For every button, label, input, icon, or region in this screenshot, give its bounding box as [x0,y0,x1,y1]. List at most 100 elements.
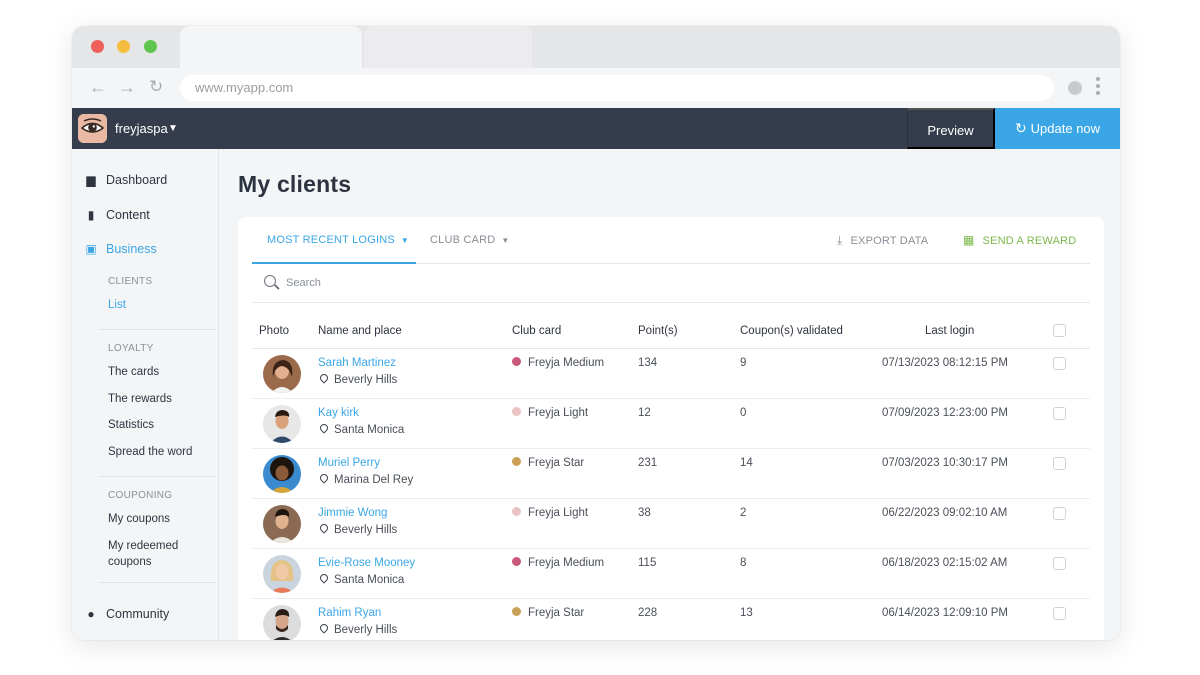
column-header-club-card[interactable]: Club card [512,325,562,337]
refresh-icon: ↻ [1014,120,1027,136]
browser-menu-icon[interactable] [1094,77,1102,99]
table-row[interactable]: Muriel Perry Marina Del Rey Freyja Star … [252,449,1090,499]
column-header-points[interactable]: Point(s) [638,325,678,337]
row-checkbox[interactable] [1053,607,1066,620]
chevron-down-icon[interactable]: ▼ [168,123,178,134]
sidebar-item-label: Dashboard [106,173,168,187]
row-checkbox[interactable] [1053,557,1066,570]
last-login-value: 06/18/2023 02:15:02 AM [882,557,1008,569]
account-name[interactable]: freyjaspa [115,121,168,136]
maximize-window-button[interactable] [144,40,157,53]
last-login-value: 06/22/2023 09:02:10 AM [882,507,1008,519]
client-name[interactable]: Kay kirk [318,407,359,419]
sidebar-item-statistics[interactable]: Statistics [108,419,155,431]
download-icon: ⤓ [837,233,843,247]
back-arrow-icon[interactable]: ← [89,77,107,97]
club-card-label: Freyja Star [528,607,585,619]
close-window-button[interactable] [91,40,104,53]
row-checkbox[interactable] [1053,357,1066,370]
table-header: Photo Name and place Club card Point(s) … [252,303,1090,349]
tab-club-card[interactable]: CLUB CARD ▼ [430,217,510,264]
table-row[interactable]: Rahim Ryan Beverly Hills Freyja Star 228… [252,599,1090,640]
table-row[interactable]: Sarah Martinez Beverly Hills Freyja Medi… [252,349,1090,399]
coupons-value: 8 [740,557,747,569]
sidebar: ▆ Dashboard ▮ Content ▣ Business CLIENTS Li… [72,149,219,640]
points-value: 38 [638,507,651,519]
client-place-label: Beverly Hills [334,524,398,536]
club-card: Freyja Medium [512,557,604,569]
sidebar-item-dashboard[interactable]: ▆ Dashboard [84,172,167,188]
location-pin-icon [318,422,330,434]
row-checkbox[interactable] [1053,507,1066,520]
sidebar-item-content[interactable]: ▮ Content [84,207,150,223]
sidebar-item-list[interactable]: List [108,299,126,311]
client-place-label: Santa Monica [334,424,405,436]
row-checkbox[interactable] [1053,457,1066,470]
sidebar-item-community[interactable]: ● Community [84,606,169,622]
document-icon: ▮ [87,208,95,222]
client-name[interactable]: Jimmie Wong [318,507,388,519]
sidebar-divider [98,476,216,477]
column-header-last-login[interactable]: Last login [925,325,975,337]
coupons-value: 13 [740,607,753,619]
reload-icon[interactable]: ↻ [149,77,164,96]
sidebar-item-spread-the-word[interactable]: Spread the word [108,446,193,458]
send-reward-label: SEND A REWARD [982,235,1077,247]
last-login-value: 07/03/2023 10:30:17 PM [882,457,1008,469]
column-header-coupons[interactable]: Coupon(s) validated [740,325,843,337]
points-value: 115 [638,557,657,569]
export-data-label: EXPORT DATA [850,235,929,247]
points-value: 228 [638,607,658,619]
client-place: Beverly Hills [318,372,397,386]
client-name[interactable]: Muriel Perry [318,457,380,469]
avatar [263,455,301,493]
browser-tab-active[interactable] [180,26,362,68]
client-name[interactable]: Evie-Rose Mooney [318,557,416,569]
club-color-dot [512,457,521,466]
sidebar-divider [98,582,216,583]
column-header-name[interactable]: Name and place [318,325,402,337]
preview-button[interactable]: Preview [907,108,995,149]
club-card-label: Freyja Light [528,407,589,419]
sidebar-item-label: Content [106,208,150,222]
club-color-dot [512,507,521,516]
club-card-label: Freyja Star [528,457,585,469]
export-data-button[interactable]: ⤓ EXPORT DATA [837,217,928,264]
club-card: Freyja Star [512,457,584,469]
coupons-value: 14 [740,457,753,469]
last-login-value: 06/14/2023 12:09:10 PM [882,607,1008,619]
sidebar-item-the-rewards[interactable]: The rewards [108,393,172,405]
client-name[interactable]: Sarah Martinez [318,357,396,369]
client-place-label: Santa Monica [334,574,405,586]
search-input[interactable] [286,272,886,294]
table-row[interactable]: Kay kirk Santa Monica Freyja Light 12 0 … [252,399,1090,449]
table-row[interactable]: Jimmie Wong Beverly Hills Freyja Light 3… [252,499,1090,549]
sidebar-item-the-cards[interactable]: The cards [108,366,160,378]
sidebar-item-my-coupons[interactable]: My coupons [108,513,171,525]
sidebar-item-my-redeemed-coupons[interactable]: My redeemed coupons [108,538,178,570]
select-all-checkbox[interactable] [1053,324,1066,337]
forward-arrow-icon[interactable]: → [118,77,136,97]
browser-tab[interactable] [364,26,532,68]
update-now-button[interactable]: ↻ Update now [995,108,1120,149]
points-value: 134 [638,357,658,369]
client-name[interactable]: Rahim Ryan [318,607,382,619]
tab-label: CLUB CARD [430,234,496,246]
section-loyalty: LOYALTY [108,343,154,354]
club-color-dot [512,557,521,566]
table-row[interactable]: Evie-Rose Mooney Santa Monica Freyja Med… [252,549,1090,599]
client-place: Beverly Hills [318,622,397,636]
client-place: Marina Del Rey [318,472,413,486]
send-reward-button[interactable]: ▦ SEND A REWARD [963,217,1076,264]
minimize-window-button[interactable] [117,40,130,53]
coupons-value: 9 [740,357,747,369]
store-icon: ▣ [85,242,97,256]
sidebar-item-business[interactable]: ▣ Business [84,241,156,257]
profile-icon[interactable] [1068,81,1082,95]
row-checkbox[interactable] [1053,407,1066,420]
caret-down-icon: ▼ [501,236,510,245]
location-pin-icon [318,572,330,584]
tab-most-recent-logins[interactable]: MOST RECENT LOGINS ▼ [252,217,416,264]
url-field[interactable]: www.myapp.com [180,75,1054,101]
section-couponing: COUPONING [108,490,173,501]
